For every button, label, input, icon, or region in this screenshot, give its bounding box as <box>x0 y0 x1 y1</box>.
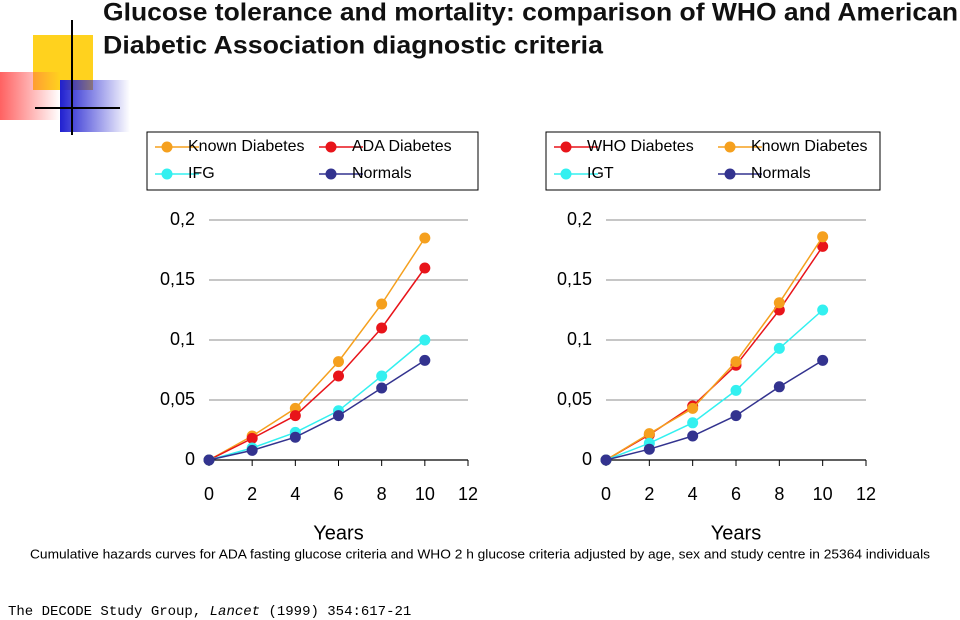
x-tick-label: 6 <box>731 484 741 504</box>
citation-authors: The DECODE Study Group, <box>8 604 201 620</box>
chart: Known Diabetes ADA Diabetes IFG Normals 0 0,0… <box>146 131 479 544</box>
data-point <box>600 454 612 466</box>
data-point <box>687 430 699 442</box>
legend-label: Known Diabetes <box>188 138 305 155</box>
legend-label: ADA Diabetes <box>352 138 452 155</box>
x-axis-label: Years <box>711 522 761 544</box>
legend-marker <box>161 168 173 180</box>
title: Diabetic Association diagnostic criteria <box>103 32 604 60</box>
citation-reference: (1999) 354:617-21 <box>268 604 411 620</box>
y-tick-label: 0,2 <box>170 209 195 229</box>
legend-box <box>146 131 479 191</box>
legend-label: Known Diabetes <box>751 138 868 155</box>
series-line <box>605 309 824 461</box>
data-point <box>376 298 388 310</box>
legend-label: Normals <box>352 165 412 182</box>
data-point <box>730 384 742 396</box>
y-tick-label: 0,1 <box>170 329 195 349</box>
legend-marker <box>560 141 572 153</box>
x-axis-label: Years <box>313 522 363 544</box>
y-tick-label: 0 <box>582 449 592 469</box>
data-point <box>419 354 431 366</box>
x-tick-label: 10 <box>415 484 435 504</box>
y-tick-label: 0,15 <box>160 269 195 289</box>
x-tick-label: 2 <box>247 484 257 504</box>
data-point <box>817 231 829 243</box>
data-point <box>333 370 344 382</box>
data-point <box>773 381 785 393</box>
citation-journal: Lancet <box>210 604 260 620</box>
series-line <box>208 339 426 461</box>
data-point <box>773 342 785 354</box>
legend-label: IFG <box>188 165 215 182</box>
x-tick-label: 0 <box>204 484 214 504</box>
data-point <box>730 356 742 368</box>
legend-marker <box>325 168 337 180</box>
legend-marker <box>724 141 736 153</box>
data-point <box>687 417 699 429</box>
data-point <box>817 354 829 366</box>
series-line <box>208 267 426 461</box>
series-line <box>208 237 426 461</box>
data-point <box>376 382 388 394</box>
x-tick-label: 6 <box>333 484 343 504</box>
legend-box <box>545 131 881 191</box>
chart: WHO Diabetes Known Diabetes IGT Normals 0 0,0… <box>545 131 881 544</box>
y-tick-label: 0,1 <box>567 329 592 349</box>
data-point <box>376 322 388 334</box>
data-point <box>333 410 344 422</box>
data-point <box>289 431 301 443</box>
x-tick-label: 12 <box>856 484 876 504</box>
y-tick-label: 0,05 <box>160 389 195 409</box>
series-line <box>208 359 426 461</box>
x-tick-label: 12 <box>458 484 478 504</box>
data-point <box>203 454 215 466</box>
caption: Cumulative hazards curves for ADA fastin… <box>30 546 931 561</box>
series-line <box>605 359 824 461</box>
x-tick-label: 0 <box>601 484 611 504</box>
data-point <box>730 410 742 422</box>
data-point <box>246 432 258 444</box>
data-point <box>419 232 431 244</box>
data-point <box>289 410 301 422</box>
data-point <box>246 444 258 456</box>
legend-label: WHO Diabetes <box>587 138 694 155</box>
y-tick-label: 0,05 <box>557 389 592 409</box>
x-tick-label: 4 <box>290 484 300 504</box>
y-tick-label: 0,2 <box>567 209 592 229</box>
y-tick-label: 0,15 <box>557 269 592 289</box>
legend-marker <box>325 141 337 153</box>
x-tick-label: 8 <box>377 484 387 504</box>
data-point <box>419 262 431 274</box>
data-point <box>817 304 829 316</box>
x-tick-label: 8 <box>774 484 784 504</box>
x-tick-label: 2 <box>644 484 654 504</box>
data-point <box>419 334 431 346</box>
legend-label: Normals <box>751 165 811 182</box>
x-tick-label: 4 <box>688 484 698 504</box>
x-tick-label: 10 <box>813 484 833 504</box>
legend-label: IGT <box>587 165 614 182</box>
y-tick-label: 0 <box>185 449 195 469</box>
legend-marker <box>161 141 173 153</box>
data-point <box>376 370 388 382</box>
data-point <box>643 428 655 440</box>
citation: The DECODE Study Group, Lancet (1999) 35… <box>8 604 411 620</box>
data-point <box>817 240 829 252</box>
data-point <box>687 402 699 414</box>
legend-marker <box>560 168 572 180</box>
legend-marker <box>724 168 736 180</box>
decoration <box>0 20 130 135</box>
data-point <box>773 297 785 309</box>
series-line <box>605 245 824 461</box>
data-point <box>643 443 655 455</box>
title: Glucose tolerance and mortality: compari… <box>103 0 958 27</box>
series-line <box>605 236 824 461</box>
data-point <box>333 356 344 368</box>
